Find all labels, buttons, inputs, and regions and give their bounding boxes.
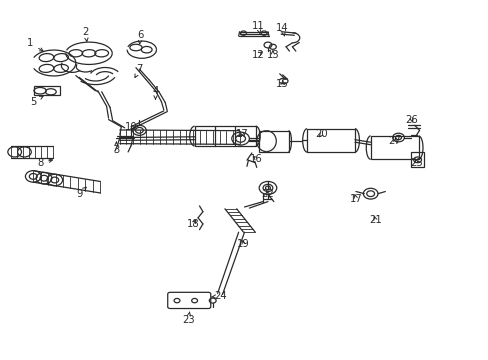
Text: 20: 20 [315,129,327,139]
Text: 11: 11 [251,21,264,34]
Text: 27: 27 [388,136,401,146]
Bar [194,126,255,146]
Text: 14: 14 [276,23,288,36]
Bar [259,131,288,152]
Text: 24: 24 [211,291,227,301]
Bar [410,152,424,167]
Text: 5: 5 [30,96,43,107]
Text: 19: 19 [237,239,249,249]
Text: 9: 9 [76,187,86,199]
Text: 23: 23 [182,312,194,325]
Text: 7: 7 [135,64,142,77]
Text: 25: 25 [409,158,422,168]
Text: 1: 1 [27,38,43,51]
Text: 22: 22 [261,189,274,199]
Text: 3: 3 [113,142,119,156]
Text: 12: 12 [251,50,264,60]
Text: 10: 10 [124,122,137,132]
Text: 26: 26 [405,114,417,125]
Text: 2: 2 [82,27,89,41]
Bar [370,136,418,159]
Text: 8: 8 [37,158,52,168]
Text: 16: 16 [250,154,263,164]
Bar [306,129,354,152]
Bar [34,86,60,95]
Text: 18: 18 [186,219,199,229]
Text: 4: 4 [152,86,158,99]
Text: 15: 15 [276,78,288,89]
Text: 6: 6 [137,30,144,44]
Text: 17: 17 [349,194,362,204]
Text: 21: 21 [368,215,381,225]
Text: 17: 17 [235,129,248,139]
Text: 13: 13 [266,50,279,60]
